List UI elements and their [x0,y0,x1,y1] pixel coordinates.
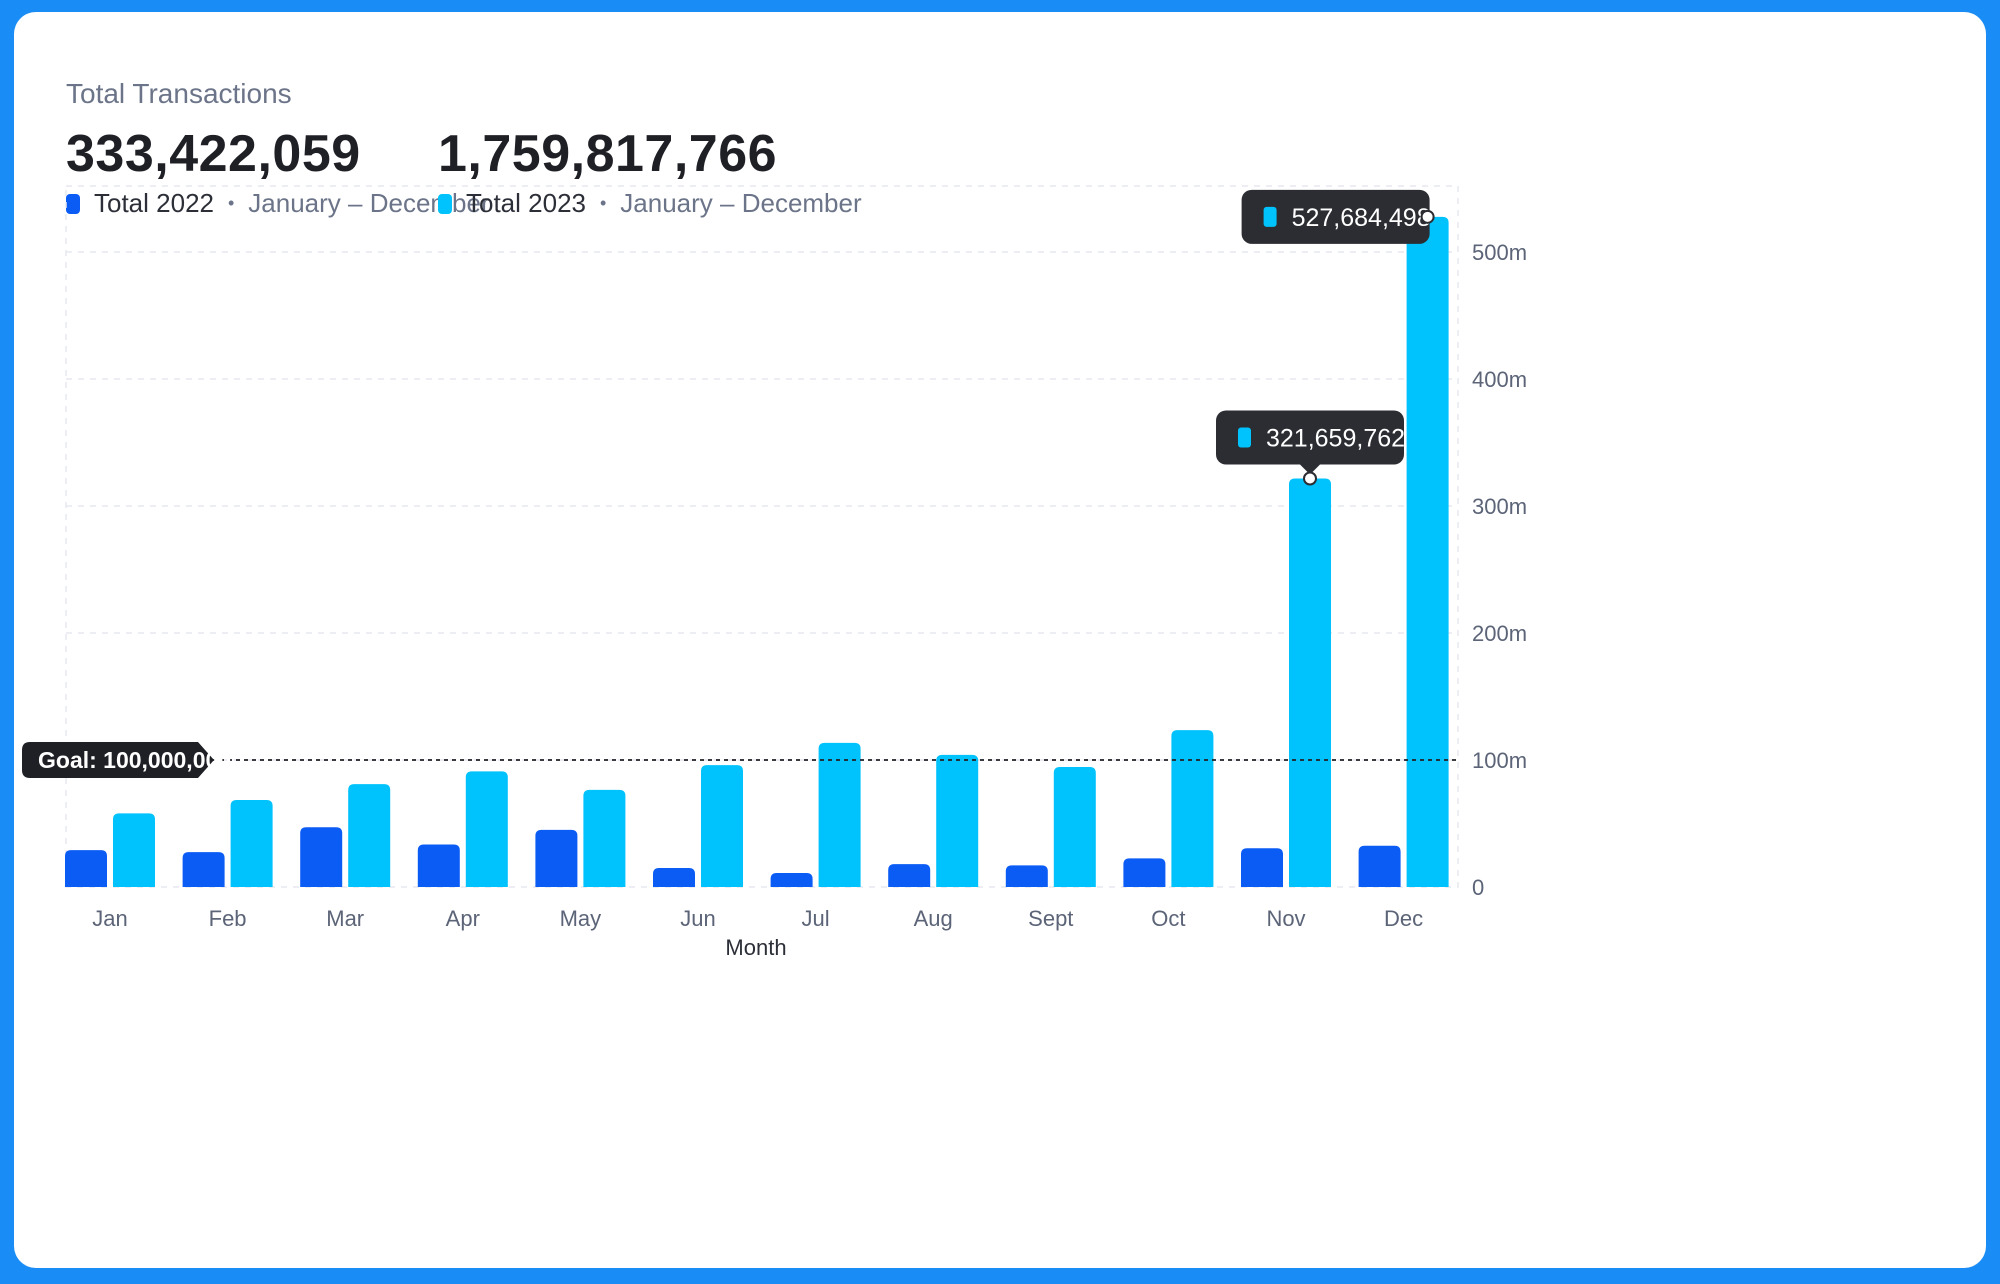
x-tick-label: Jun [680,906,715,931]
x-tick-label: Sept [1028,906,1073,931]
summary-2023: 1,759,817,766 Total 2023 • January – Dec… [438,124,862,219]
bar-2023-jan[interactable] [113,813,155,887]
chart-card: Total Transactions 333,422,059 Total 202… [14,12,1986,1268]
bar-2022-oct[interactable] [1123,858,1166,887]
goal-label: Goal: 100,000,000 [38,747,231,773]
tooltip-value: 321,659,762 [1266,424,1405,452]
bar-2022-sept[interactable] [1005,865,1048,887]
bar-2023-jun[interactable] [701,765,743,887]
tooltip-marker [1420,209,1435,224]
x-axis-label: Month [725,935,786,960]
plot-frame [65,185,1459,888]
bar-2022-dec[interactable] [1358,845,1401,887]
tooltip-swatch [1238,427,1251,448]
x-tick-label: Oct [1151,906,1185,931]
bar-2022-nov[interactable] [1241,848,1283,887]
y-tick-label: 500m [1472,240,1527,265]
x-tick-label: May [560,906,602,931]
bar-2023-apr[interactable] [465,771,508,887]
x-tick-label: Jul [802,906,830,931]
x-tick-label: Dec [1384,906,1423,931]
y-tick-label: 300m [1472,494,1527,519]
bar-2023-nov[interactable] [1289,478,1331,887]
bar-2023-oct[interactable] [1171,730,1214,887]
tooltip-box [1241,189,1430,244]
bar-2022-aug[interactable] [888,864,931,887]
tooltip-value: 527,684,498 [1292,204,1431,232]
goal-label-box [22,742,214,778]
legend-item-2023[interactable]: Total 2023 • January – December [438,188,862,219]
x-tick-label: Aug [914,906,953,931]
x-tick-label: Mar [326,906,364,931]
legend-separator: • [599,193,607,213]
bar-2022-apr[interactable] [417,844,460,887]
bar-2022-mar[interactable] [300,827,343,887]
bar-2023-sept[interactable] [1053,766,1096,887]
x-tick-label: Feb [209,906,247,931]
y-tick-label: 200m [1472,621,1527,646]
legend-period: January – December [620,188,862,218]
bar-2022-feb[interactable] [182,852,225,887]
bar-2023-jul[interactable] [818,742,861,887]
bar-2022-jan[interactable] [65,850,107,887]
tooltip-marker [1303,471,1317,486]
x-tick-label: Nov [1266,906,1305,931]
bar-2023-mar[interactable] [348,784,391,887]
bar-2022-may[interactable] [535,829,578,887]
tooltip-swatch [1263,206,1277,227]
legend-swatch [438,193,452,214]
y-tick-label: 100m [1472,748,1527,773]
legend-separator: • [227,193,235,213]
bar-2022-jun[interactable] [653,867,695,887]
bar-2023-dec[interactable] [1406,216,1449,887]
y-tick-label: 400m [1472,367,1527,392]
tooltip-pointer [1300,464,1320,475]
bar-2023-aug[interactable] [936,754,979,887]
bar-2023-may[interactable] [583,789,626,887]
total-value: 1,759,817,766 [438,125,778,183]
bar-2022-jul[interactable] [770,873,813,887]
card-title: Total Transactions [66,78,292,109]
y-tick-label: 0 [1472,875,1484,900]
legend-series-name: Total 2022 [94,188,214,218]
total-value: 333,422,059 [66,125,361,183]
x-tick-label: Jan [92,906,127,931]
legend-series-name: Total 2023 [466,188,586,218]
legend-swatch [66,193,80,214]
bar-2023-feb[interactable] [230,800,273,887]
tooltip-box [1216,410,1404,465]
bar-chart: 0 100m 200m 300m 400m 500m Jan Feb Mar Apr May Jun J… [22,185,1527,960]
x-tick-label: Apr [446,906,480,931]
